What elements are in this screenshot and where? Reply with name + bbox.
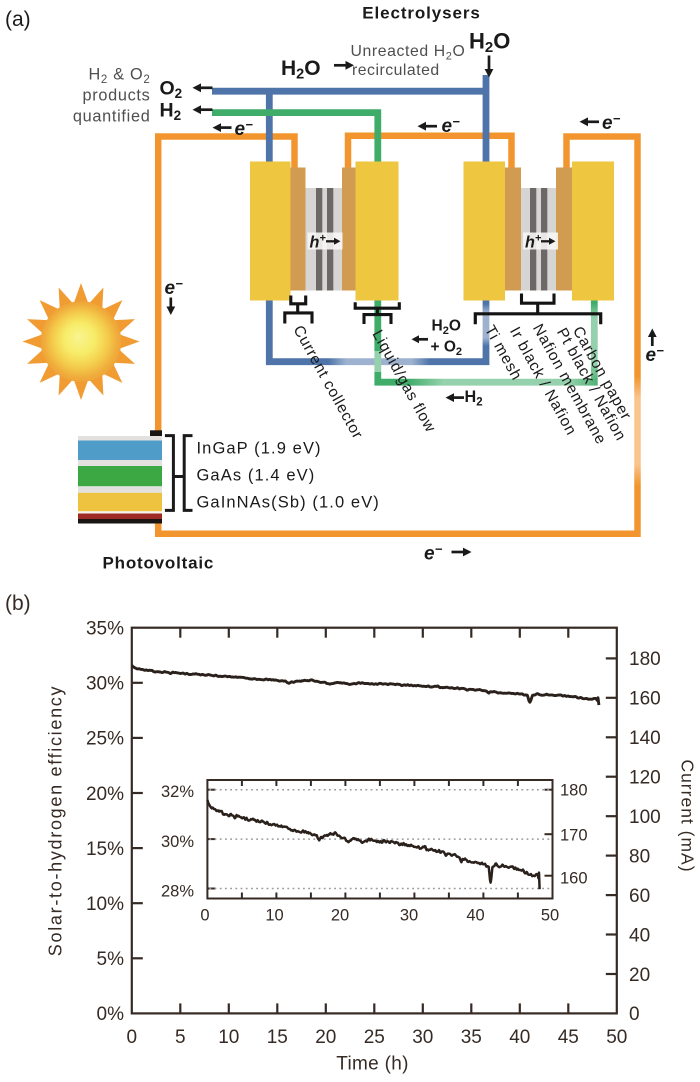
svg-text:10: 10 (265, 907, 283, 925)
svg-text:0: 0 (127, 1027, 138, 1048)
svg-text:50: 50 (541, 907, 559, 925)
svg-text:45: 45 (558, 1027, 579, 1048)
svg-text:30%: 30% (161, 833, 194, 851)
svg-text:Unreacted H2​O: Unreacted H2​O (351, 43, 466, 63)
svg-text:25: 25 (364, 1027, 385, 1048)
svg-text:H2​ & O2​: H2​ & O2​ (88, 66, 150, 87)
svg-text:10%: 10% (86, 894, 124, 915)
svg-text:120: 120 (629, 768, 661, 789)
svg-text:products: products (82, 86, 150, 104)
svg-text:80: 80 (629, 846, 650, 867)
svg-text:Time (h): Time (h) (336, 1054, 408, 1075)
svg-text:160: 160 (560, 869, 588, 887)
svg-text:+ O2​: + O2​ (431, 339, 463, 359)
svg-text:(b): (b) (5, 592, 31, 615)
svg-text:20: 20 (331, 907, 349, 925)
svg-text:50: 50 (606, 1027, 627, 1048)
svg-text:30: 30 (412, 1027, 433, 1048)
svg-text:Photovoltaic: Photovoltaic (103, 554, 215, 573)
svg-text:GaInNAs(Sb) (1.0 eV): GaInNAs(Sb) (1.0 eV) (197, 494, 380, 512)
svg-text:40: 40 (466, 907, 484, 925)
svg-text:60: 60 (629, 886, 650, 907)
svg-text:5%: 5% (97, 949, 125, 970)
svg-text:35%: 35% (86, 619, 124, 640)
svg-text:180: 180 (629, 649, 661, 670)
svg-text:20%: 20% (86, 784, 124, 805)
svg-text:15%: 15% (86, 839, 124, 860)
svg-text:20: 20 (315, 1027, 336, 1048)
svg-text:40: 40 (509, 1027, 530, 1048)
svg-text:5: 5 (175, 1027, 186, 1048)
svg-text:20: 20 (629, 965, 650, 986)
svg-text:recirculated: recirculated (352, 62, 440, 79)
svg-text:0: 0 (629, 1004, 640, 1025)
svg-text:Electrolysers: Electrolysers (362, 4, 481, 23)
svg-text:32%: 32% (161, 783, 194, 801)
svg-text:10: 10 (218, 1027, 239, 1048)
svg-text:28%: 28% (161, 882, 194, 900)
svg-text:160: 160 (629, 689, 661, 710)
svg-text:quantified: quantified (73, 107, 151, 125)
svg-text:GaAs (1.4 eV): GaAs (1.4 eV) (197, 467, 316, 485)
svg-text:0: 0 (200, 907, 209, 925)
svg-text:100: 100 (629, 807, 661, 828)
svg-text:0%: 0% (97, 1004, 125, 1025)
svg-text:180: 180 (560, 782, 588, 800)
svg-text:140: 140 (629, 728, 661, 749)
svg-text:(a): (a) (5, 8, 31, 31)
svg-text:25%: 25% (86, 729, 124, 750)
svg-text:35: 35 (461, 1027, 482, 1048)
svg-text:170: 170 (560, 826, 588, 844)
svg-text:Current (mA): Current (mA) (678, 759, 698, 872)
svg-text:30%: 30% (86, 674, 124, 695)
svg-text:30: 30 (400, 907, 418, 925)
svg-text:H2​O: H2​O (432, 318, 461, 338)
svg-text:Solar-to-hydrogen efficiency: Solar-to-hydrogen efficiency (46, 685, 66, 956)
svg-text:15: 15 (267, 1027, 288, 1048)
svg-text:InGaP (1.9 eV): InGaP (1.9 eV) (197, 440, 322, 458)
svg-text:40: 40 (629, 925, 650, 946)
